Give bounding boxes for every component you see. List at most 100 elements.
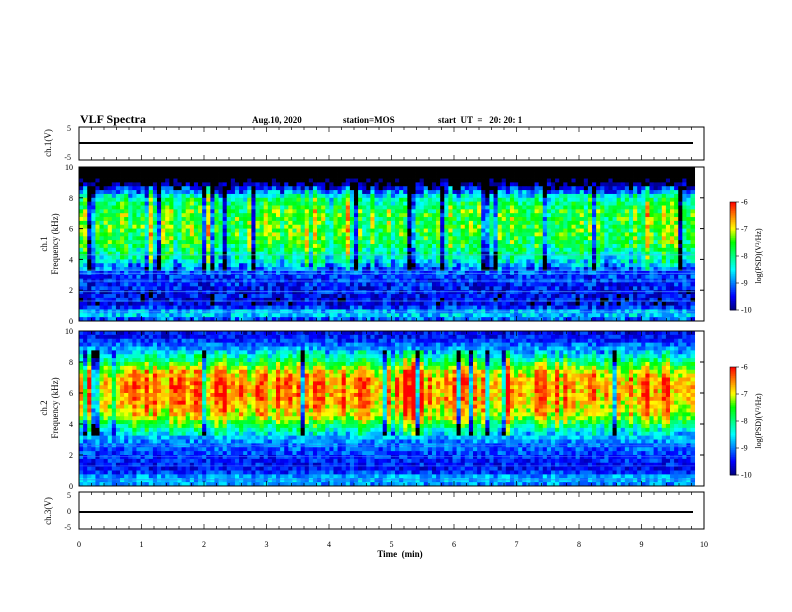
spectrogram-cell [202, 193, 207, 199]
spectrogram-cell [612, 217, 618, 222]
ch1-waveform-panel: 5 -5 ch.1(V) [43, 124, 705, 162]
spectrogram-cell [140, 167, 146, 172]
spectrogram-cell [600, 178, 605, 183]
spectrogram-cell [337, 232, 343, 237]
spectrogram-cell [99, 186, 105, 191]
spectrogram-cell [222, 263, 228, 268]
spectrogram-cell [550, 236, 556, 241]
spectrogram-cell [165, 294, 170, 299]
spectrogram-cell [497, 290, 503, 295]
spectrogram-cell [616, 259, 622, 264]
spectrogram-cell [427, 263, 433, 268]
spectrogram-cell [156, 193, 162, 199]
spectrogram-cell [288, 209, 293, 214]
spectrogram-cell [419, 197, 425, 203]
spectrogram-cell [243, 193, 248, 199]
spectrogram-cell [419, 190, 425, 195]
spectrogram-cell [296, 220, 302, 226]
spectrogram-cell [678, 213, 683, 218]
spectrogram-cell [362, 240, 367, 245]
spectrogram-cell [222, 236, 228, 241]
ch1-ytick-bottom: -5 [64, 153, 71, 162]
spectrogram-cell [604, 213, 609, 218]
spectrogram-cell [353, 286, 359, 291]
spectrogram-cell [358, 213, 363, 218]
spectrogram-cell [115, 193, 121, 199]
spectrogram-cell [271, 213, 277, 218]
spectrogram-cell [202, 186, 207, 191]
spectrogram-cell [653, 205, 659, 210]
spectrogram-cell [345, 282, 351, 287]
spectrogram-cell [415, 213, 421, 218]
spectrogram-cell [148, 255, 154, 260]
spectrogram-cell [390, 217, 396, 222]
spectrogram-cell [312, 178, 318, 183]
spectrogram-cell [628, 274, 634, 280]
spectrogram-cell [452, 263, 457, 268]
spectrogram-cell [501, 170, 507, 176]
spectrogram-cell [686, 182, 691, 187]
spectrogram-cell [284, 267, 289, 272]
spectrogram-cell [317, 259, 322, 264]
spectrogram-cell [522, 228, 527, 233]
spectrogram-cell [198, 290, 203, 295]
spectrogram-cell [317, 240, 322, 245]
spectrogram-cell [325, 190, 330, 195]
spectrogram-cell [382, 197, 388, 203]
spectrogram-cell [263, 209, 269, 214]
spectrogram-cell [452, 251, 457, 256]
spectrogram-cell [366, 217, 371, 222]
spectrogram-cell [185, 274, 191, 280]
spectrogram-cell [280, 174, 285, 179]
spectrogram-cell [427, 251, 433, 256]
spectrogram-cell [440, 240, 445, 245]
spectrogram-cell [206, 170, 211, 176]
spectrogram-cell [653, 170, 659, 176]
spectrogram-cell [464, 193, 470, 199]
spectrogram-cell [477, 247, 482, 253]
spectrogram-cell [440, 167, 445, 172]
spectrogram-cell [288, 205, 293, 210]
spectrogram-cell [300, 186, 306, 191]
spectrogram-cell [234, 247, 240, 253]
spectrogram-cell [653, 182, 659, 187]
spectrogram-cell [477, 240, 482, 245]
spectrogram-cell [136, 178, 141, 183]
spectrogram-cell [358, 205, 363, 210]
spectrogram-cell [333, 190, 338, 195]
spectrogram-cell [177, 286, 182, 291]
spectrogram-cell [616, 290, 622, 295]
spectrogram-cell [349, 201, 355, 206]
spectrogram-cell [587, 236, 593, 241]
spectrogram-cell [633, 232, 638, 237]
spectrogram-cell [173, 240, 178, 245]
spectrogram-cell [218, 178, 224, 183]
spectrogram-cell [87, 267, 92, 272]
spectrogram-cell [411, 259, 416, 264]
spectrogram-cell [374, 205, 379, 210]
spectrogram-cell [382, 286, 388, 291]
spectrogram-cell [165, 197, 170, 203]
spectrogram-cell [616, 220, 622, 226]
spectrogram-cell [665, 205, 671, 210]
spectrogram-cell [284, 190, 289, 195]
spectrogram-cell [218, 201, 224, 206]
spectrogram-cell [555, 251, 560, 256]
spectrogram-cell [349, 217, 355, 222]
spectrogram-cell [407, 286, 412, 291]
spectrogram-cell [456, 247, 462, 253]
spectrogram-cell [152, 224, 158, 229]
spectrogram-cell [230, 190, 236, 195]
spectrogram-cell [665, 232, 671, 237]
spectrogram-cell [620, 174, 626, 179]
spectrogram-cell [489, 274, 494, 280]
spectrogram-cell [189, 167, 195, 172]
spectrogram-cell [321, 224, 326, 229]
spectrogram-cell [263, 255, 269, 260]
spectrogram-cell [202, 240, 207, 245]
spectrogram-cell [427, 232, 433, 237]
spectrogram-cell [148, 182, 154, 187]
spectrogram-cell [678, 217, 683, 222]
spectrogram-cell [304, 178, 310, 183]
spectrogram-cell [592, 259, 597, 264]
